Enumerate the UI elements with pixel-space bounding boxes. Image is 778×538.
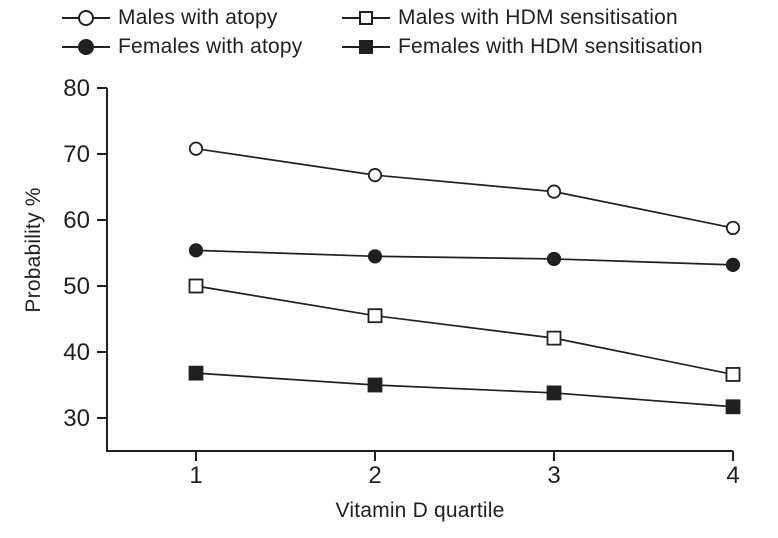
data-point-filled-circle bbox=[725, 257, 741, 272]
data-point-filled-square bbox=[725, 399, 741, 415]
series-line-open-circle bbox=[195, 147, 734, 229]
data-point-open-circle bbox=[725, 220, 741, 236]
data-point-filled-square bbox=[188, 365, 204, 381]
axes bbox=[106, 88, 733, 452]
data-point-open-circle bbox=[546, 184, 562, 199]
legend-item-males-hdm: Males with HDM sensitisation bbox=[342, 6, 703, 29]
data-point-open-square bbox=[725, 367, 741, 382]
y-tick-label: 70 bbox=[63, 141, 90, 168]
series-line-open-square bbox=[195, 285, 734, 376]
data-point-open-circle bbox=[367, 168, 383, 183]
data-point-filled-circle bbox=[188, 243, 204, 258]
legend-item-females-atopy: Females with atopy bbox=[62, 35, 303, 58]
legend-label-males-hdm: Males with HDM sensitisation bbox=[398, 5, 678, 29]
y-tick-label: 60 bbox=[63, 207, 90, 234]
filled-circle-marker-icon bbox=[62, 35, 110, 58]
data-point-open-square bbox=[546, 330, 562, 346]
data-point-open-circle bbox=[188, 141, 204, 156]
data-point-filled-circle bbox=[546, 251, 562, 267]
chart-legend: Males with atopy Females with atopy Male… bbox=[0, 6, 778, 68]
series-line-filled-square bbox=[195, 372, 734, 408]
open-circle-marker-icon bbox=[62, 6, 110, 29]
data-point-open-square bbox=[367, 308, 383, 324]
y-tick-label: 30 bbox=[63, 405, 90, 432]
data-point-filled-circle bbox=[367, 249, 383, 264]
open-square-marker-icon bbox=[342, 6, 390, 29]
legend-label-females-atopy: Females with atopy bbox=[118, 34, 303, 58]
legend-column-hdm: Males with HDM sensitisation Females wit… bbox=[342, 6, 703, 58]
data-point-filled-square bbox=[546, 385, 562, 401]
data-point-open-square bbox=[188, 278, 204, 294]
legend-item-females-hdm: Females with HDM sensitisation bbox=[342, 35, 703, 58]
x-tick-label: 1 bbox=[189, 462, 202, 489]
legend-item-males-atopy: Males with atopy bbox=[62, 6, 303, 29]
y-tick-label: 50 bbox=[63, 273, 90, 300]
y-tick-label: 80 bbox=[63, 75, 90, 102]
x-tick-label: 3 bbox=[547, 462, 560, 489]
y-axis-title: Probability % bbox=[22, 187, 45, 312]
legend-column-atopy: Males with atopy Females with atopy bbox=[62, 6, 303, 58]
x-tick-label: 2 bbox=[368, 462, 381, 489]
filled-square-marker-icon bbox=[342, 35, 390, 58]
y-tick-label: 40 bbox=[63, 339, 90, 366]
series-line-filled-circle bbox=[195, 249, 734, 266]
x-axis-title: Vitamin D quartile bbox=[336, 499, 505, 522]
data-point-filled-square bbox=[367, 377, 383, 393]
legend-label-males-atopy: Males with atopy bbox=[118, 5, 278, 29]
legend-label-females-hdm: Females with HDM sensitisation bbox=[398, 34, 703, 58]
x-tick-label: 4 bbox=[726, 462, 739, 489]
